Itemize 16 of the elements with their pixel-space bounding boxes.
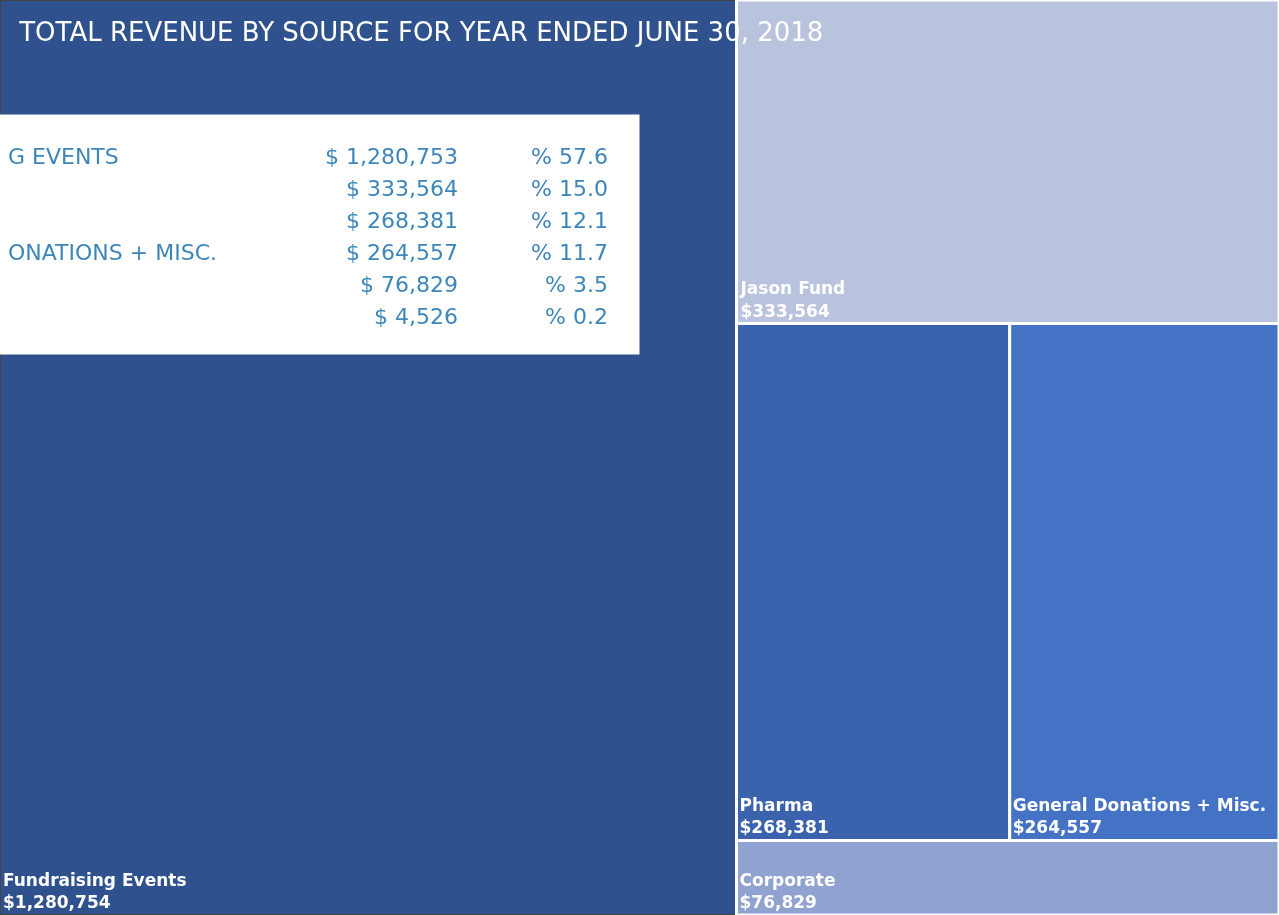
- data-label: $1,280,754: [3, 892, 111, 912]
- data-label: $76,829: [739, 892, 817, 912]
- category-label: Fundraising Events: [3, 869, 187, 890]
- data-label: $264,557: [1012, 817, 1102, 838]
- category-label: Pharma: [739, 795, 814, 816]
- category-label: Jason Fund: [739, 278, 846, 299]
- category-label: General Donations + Misc.: [1012, 795, 1267, 816]
- text: $ 268,381 % 12.1: [346, 208, 608, 233]
- category-label: Corporate: [739, 869, 836, 890]
- text: G EVENTS $ 1,280,753 % 57.6: [8, 144, 608, 169]
- text: ONATIONS + MISC. $ 264,557 % 11.7: [8, 240, 608, 265]
- data-label: $268,381: [739, 817, 829, 838]
- data-label: $333,564: [740, 300, 830, 321]
- text: $ 333,564 % 15.0: [346, 176, 608, 201]
- text: $ 76,829 % 3.5: [360, 272, 608, 297]
- text: $ 4,526 % 0.2: [374, 304, 608, 329]
